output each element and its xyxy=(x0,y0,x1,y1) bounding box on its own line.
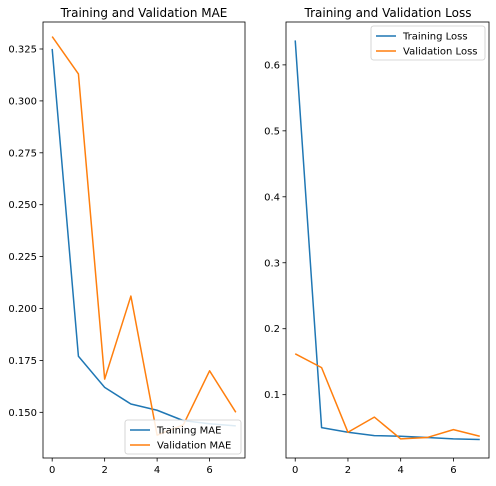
loss-x-tick-label: 6 xyxy=(450,465,456,476)
mae-series xyxy=(51,36,237,436)
loss-y-tick-label: 0.5 xyxy=(264,126,280,137)
mae-x-tick-label: 4 xyxy=(154,465,160,476)
mae-y-tick-label: 0.175 xyxy=(8,356,37,367)
loss-chart: Training and Validation Loss 0 2 4 6 0.1 0.2… xyxy=(264,6,490,476)
mae-legend: Training MAE Validation MAE xyxy=(124,419,242,455)
mae-y-tick-label: 0.300 xyxy=(8,96,37,107)
mae-legend-box xyxy=(124,419,242,455)
loss-x-axis: 0 2 4 6 xyxy=(292,458,457,476)
mae-plot-frame xyxy=(42,21,246,459)
mae-y-tick-label: 0.225 xyxy=(8,252,37,263)
loss-chart-title: Training and Validation Loss xyxy=(304,6,472,20)
loss-y-tick-label: 0.6 xyxy=(264,60,280,71)
loss-legend: Training Loss Validation Loss xyxy=(370,25,486,61)
mae-y-tick-label: 0.250 xyxy=(8,200,37,211)
mae-legend-label: Validation MAE xyxy=(157,441,231,452)
mae-x-tick-label: 2 xyxy=(101,465,107,476)
mae-y-tick-label: 0.275 xyxy=(8,148,37,159)
loss-y-tick-label: 0.4 xyxy=(264,192,280,203)
loss-x-tick-label: 2 xyxy=(345,465,351,476)
mae-y-tick-label: 0.325 xyxy=(8,44,37,55)
loss-series-line-training-loss xyxy=(294,40,480,441)
loss-x-tick-label: 0 xyxy=(292,465,298,476)
mae-legend-label: Training MAE xyxy=(156,426,221,437)
mae-x-tick-label: 0 xyxy=(49,465,55,476)
mae-y-tick-label: 0.200 xyxy=(8,304,37,315)
loss-series-line-validation-loss xyxy=(294,353,480,440)
loss-series xyxy=(294,40,480,441)
mae-x-axis: 0 2 4 6 xyxy=(49,458,213,476)
loss-plot-frame xyxy=(285,21,490,459)
loss-y-axis: 0.1 0.2 0.3 0.4 0.5 0.6 xyxy=(264,60,286,401)
loss-y-tick-label: 0.2 xyxy=(264,324,280,335)
loss-legend-box xyxy=(370,25,486,61)
loss-y-tick-label: 0.3 xyxy=(264,258,280,269)
mae-x-tick-label: 6 xyxy=(206,465,212,476)
mae-series-line-validation-mae xyxy=(51,36,237,436)
loss-legend-label: Validation Loss xyxy=(403,47,478,58)
loss-x-tick-label: 4 xyxy=(397,465,403,476)
loss-y-tick-label: 0.1 xyxy=(264,390,280,401)
mae-y-tick-label: 0.150 xyxy=(8,408,37,419)
loss-legend-label: Training Loss xyxy=(402,32,468,43)
mae-y-axis: 0.150 0.175 0.200 0.225 0.250 0.275 0.300 0.325 xyxy=(8,44,43,419)
mae-chart-title: Training and Validation MAE xyxy=(60,6,228,20)
